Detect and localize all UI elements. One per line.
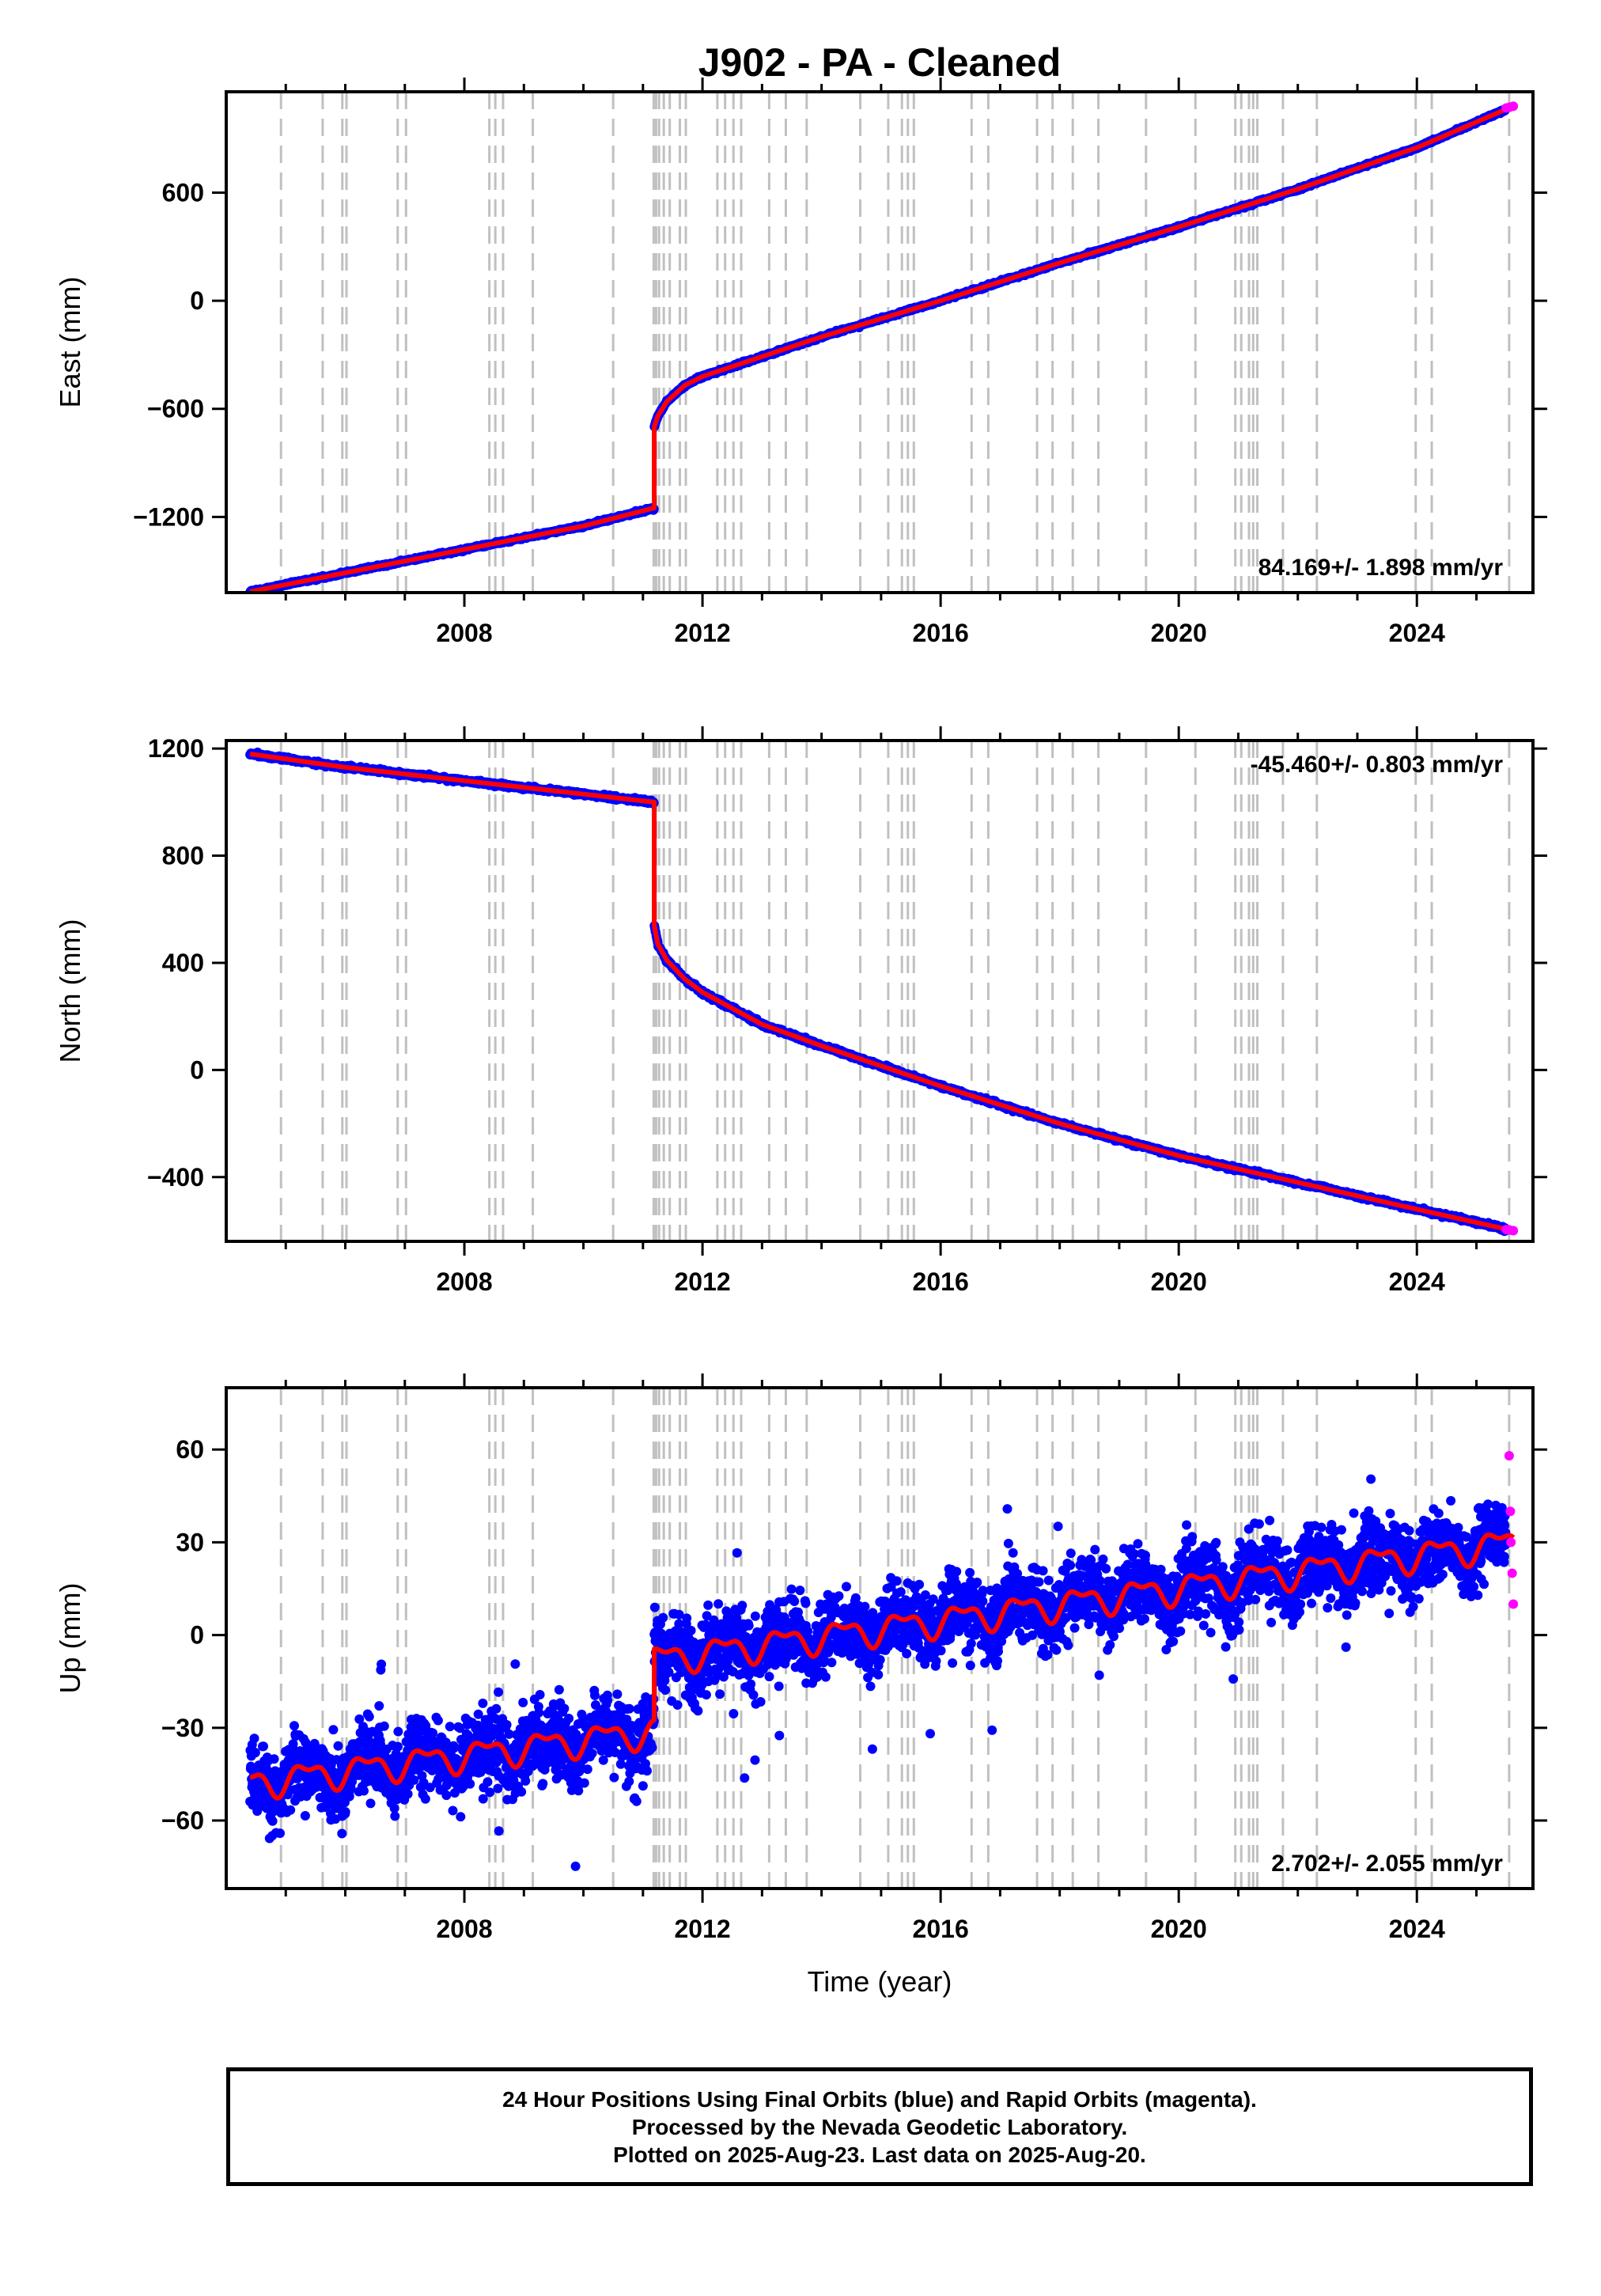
x-tick-label: 2020 [1151,619,1207,647]
plot-frame [225,90,1535,594]
model-fit-line [249,104,1515,593]
figure-title: J902 - PA - Cleaned [698,40,1062,85]
rapid-orbit-point [1508,101,1519,112]
plot-area [245,741,1519,1241]
final-orbit-points [245,747,1511,1237]
x-tick-label: 2024 [1389,619,1445,647]
x-tick-label: 2008 [436,619,492,647]
y-tick-label: 0 [190,286,204,315]
y-axis-label: East (mm) [54,277,86,408]
north-panel: 2008 2012 2016 2020 2024−40004008001200North… [54,726,1547,1296]
x-tick-label: 2012 [675,619,731,647]
y-tick-label: −600 [147,395,204,423]
final-orbit-points [245,104,1511,593]
y-tick-label: −1200 [133,502,204,531]
y-tick-label: 600 [162,179,204,207]
east-panel: 2008 2012 2016 2020 2024 −1200 −600 0 600 East (m… [54,78,1547,647]
plot-area [245,92,1519,593]
time-series-figure: J902 - PA - Cleaned 2008 2012 2016 2020 2024… [54,40,1547,1998]
velocity-label: 84.169+/- 1.898 mm/yr [1258,555,1504,581]
x-tick-label: 2016 [913,619,969,647]
